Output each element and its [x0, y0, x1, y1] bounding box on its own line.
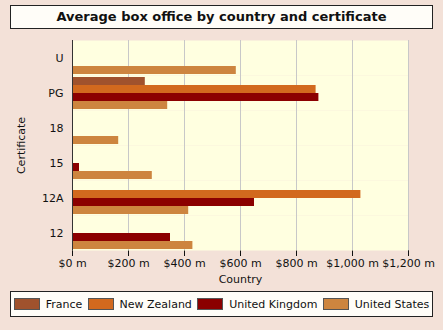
svg-text:$1,200 m: $1,200 m	[382, 257, 435, 270]
svg-text:12A: 12A	[42, 192, 64, 205]
svg-text:$800 m: $800 m	[275, 257, 317, 270]
svg-text:Certificate: Certificate	[15, 117, 28, 174]
html-text:France: France	[45, 297, 83, 311]
svg-text:$1,000 m: $1,000 m	[326, 257, 379, 270]
svg-text:12: 12	[50, 227, 64, 240]
svg-text:U: U	[55, 52, 63, 65]
svg-text:Country: Country	[219, 273, 263, 286]
html-text:New Zealand: New Zealand	[119, 297, 192, 311]
svg-text:PG: PG	[48, 87, 63, 100]
html-text:Average box office by country: Average box office by country and certif…	[56, 9, 387, 24]
svg-text:$600 m: $600 m	[219, 257, 261, 270]
svg-text:15: 15	[50, 157, 64, 170]
svg-text:$400 m: $400 m	[163, 257, 205, 270]
html-text:United States: United States	[354, 297, 430, 311]
html-text:United Kingdom: United Kingdom	[229, 297, 318, 311]
svg-text:$0 m: $0 m	[58, 257, 86, 270]
svg-text:$200 m: $200 m	[107, 257, 149, 270]
svg-text:18: 18	[50, 122, 64, 135]
